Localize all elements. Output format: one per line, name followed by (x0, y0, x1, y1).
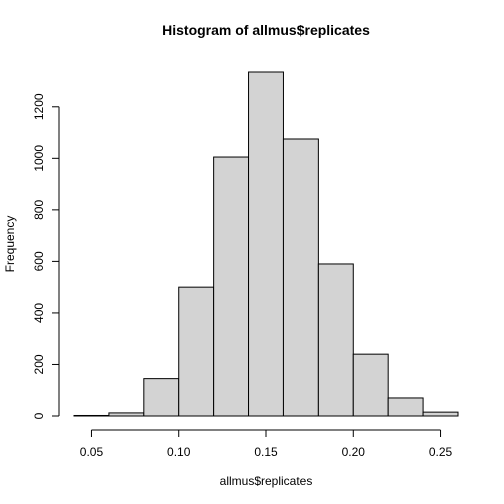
y-tick-label-6: 1000 (32, 145, 46, 172)
x-tick-label-4: 0.20 (342, 445, 366, 459)
histogram-bar-10 (387, 397, 424, 417)
x-tick-label-1: 0.05 (80, 445, 104, 459)
x-tick-label-3: 0.15 (254, 445, 278, 459)
y-tick-label-3: 400 (32, 303, 46, 323)
x-axis: 0.05 0.10 0.15 0.20 0.25 (80, 429, 453, 459)
y-axis-label: Frequency (3, 216, 17, 273)
histogram-bar-2 (108, 412, 145, 417)
chart-title: Histogram of allmus$replicates (162, 22, 370, 38)
x-axis-label: allmus$replicates (220, 474, 313, 488)
x-tick-label-5: 0.25 (429, 445, 453, 459)
histogram-bar-5 (213, 156, 250, 417)
histogram-bar-9 (352, 353, 389, 417)
histogram-bar-7 (282, 138, 319, 417)
y-tick-label-5: 800 (32, 200, 46, 220)
histogram-bar-6 (248, 71, 284, 417)
histogram-bar-11 (422, 411, 459, 417)
histogram-bar-3 (143, 378, 180, 417)
histogram-bar-4 (178, 286, 215, 417)
bars-group (73, 71, 459, 417)
histogram-bar-1 (73, 414, 110, 417)
y-tick-label-2: 200 (32, 354, 46, 374)
y-tick-label-4: 600 (32, 251, 46, 271)
y-tick-label-7: 1200 (32, 93, 46, 120)
y-axis: 0 200 400 600 800 1000 1200 (32, 93, 60, 419)
y-tick-label-1: 0 (32, 412, 46, 419)
x-tick-label-2: 0.10 (167, 445, 191, 459)
histogram-bar-8 (317, 263, 354, 417)
